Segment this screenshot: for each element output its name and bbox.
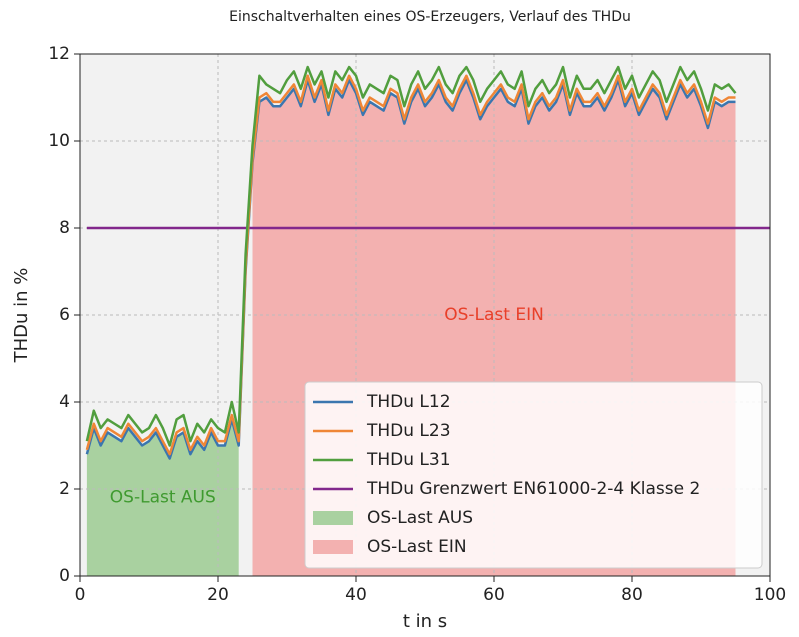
x-axis-label: t in s [403, 611, 447, 632]
annotation: OS-Last AUS [110, 488, 216, 508]
chart-title: Einschaltverhalten eines OS-Erzeugers, V… [229, 9, 631, 25]
y-tick-label: 6 [59, 305, 70, 325]
legend-label: THDu L23 [366, 421, 451, 441]
y-tick-label: 10 [48, 131, 70, 151]
x-tick-label: 60 [483, 585, 505, 605]
legend-swatch [313, 540, 353, 554]
x-tick-label: 20 [207, 585, 229, 605]
y-tick-label: 0 [59, 566, 70, 586]
x-tick-label: 80 [621, 585, 643, 605]
legend-label: THDu L12 [366, 392, 451, 412]
y-tick-label: 8 [59, 218, 70, 238]
legend-label: OS-Last AUS [367, 508, 473, 528]
x-tick-label: 0 [75, 585, 86, 605]
legend-label: THDu Grenzwert EN61000-2-4 Klasse 2 [366, 479, 700, 499]
x-tick-label: 100 [754, 585, 786, 605]
series-line [85, 78, 736, 460]
series-line [85, 65, 737, 447]
y-axis-label: THDu in % [11, 268, 32, 364]
y-tick-label: 2 [59, 479, 70, 499]
y-tick-label: 4 [59, 392, 70, 412]
x-tick-label: 40 [345, 585, 367, 605]
legend-box [304, 381, 763, 569]
legend-swatch [313, 511, 353, 525]
y-tick-label: 12 [48, 44, 70, 64]
plot-frame [79, 53, 771, 577]
legend-label: OS-Last EIN [367, 537, 467, 557]
legend-label: THDu L31 [366, 450, 451, 470]
series-line [85, 74, 736, 456]
area [86, 419, 239, 576]
legend: THDu L12 THDu L23 THDu L31 THDu Grenzwert E… [304, 381, 763, 569]
annotation: OS-Last EIN [444, 305, 544, 325]
